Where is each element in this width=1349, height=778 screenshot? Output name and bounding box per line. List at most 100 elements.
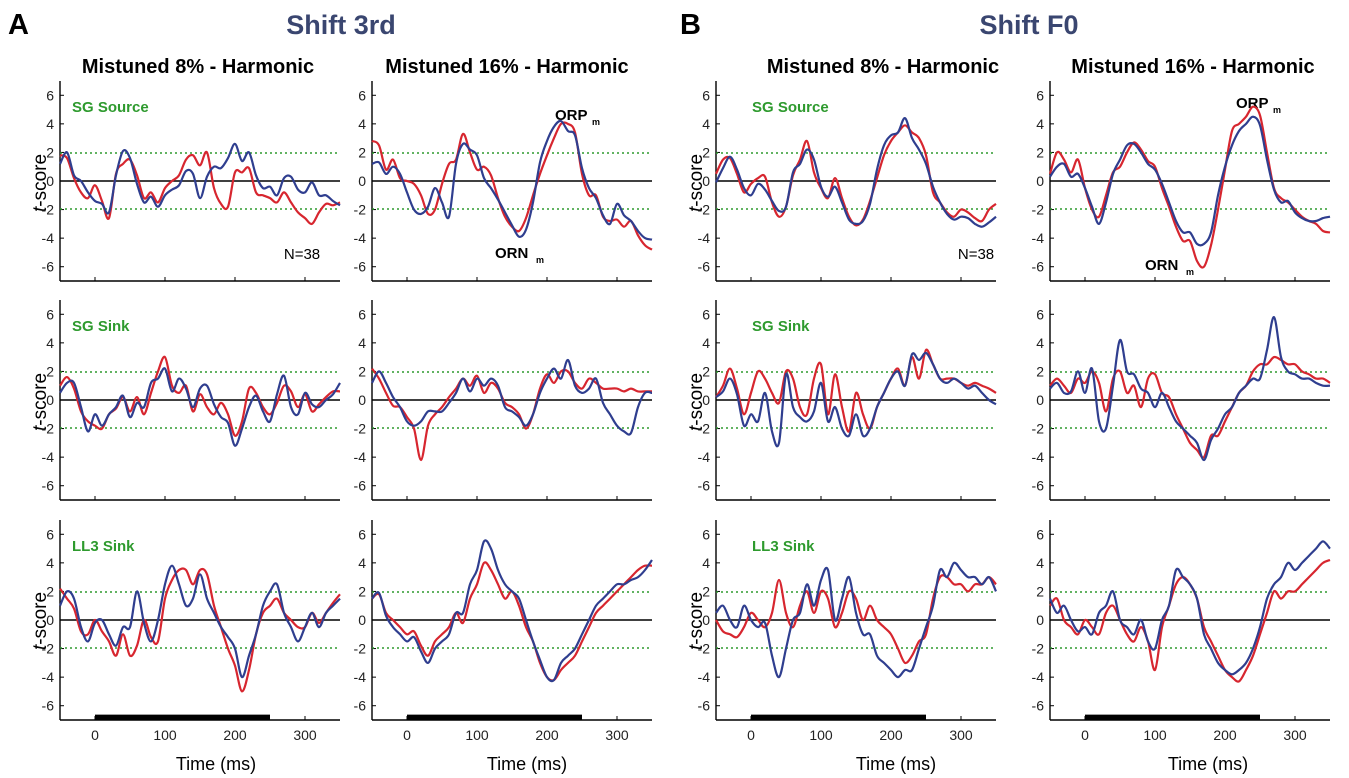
column-title-2: Mistuned 16% - Harmonic [385, 56, 628, 78]
orn-subscript-b: m [1186, 267, 1194, 277]
series-line-red [715, 574, 997, 665]
y-tick-label: -6 [1032, 478, 1045, 494]
y-tick-label: -6 [698, 259, 711, 275]
series-line-blue [59, 142, 341, 215]
y-tick-label: -4 [354, 449, 367, 465]
y-tick-label: 0 [358, 612, 366, 628]
y-tick-label: 0 [1036, 173, 1044, 189]
y-tick-label: -6 [42, 698, 55, 714]
x-tick-label: 200 [223, 727, 247, 743]
annotation-orp-b: ORP m [1236, 95, 1281, 115]
y-tick-label: -2 [698, 641, 711, 657]
y-tick-label: -6 [42, 478, 55, 494]
y-axis-label-row-1-a: t-score [30, 154, 51, 212]
x-tick-label: 200 [879, 727, 903, 743]
panel-1-2: 6 4 2 0 -2 -4 -6 [354, 81, 653, 282]
y-axis-label-row-3-b: t-score [686, 592, 707, 650]
y-tick-label: 4 [358, 116, 366, 132]
y-tick-label: -4 [1032, 669, 1045, 685]
series-line-blue [1048, 540, 1331, 676]
y-tick-label: 0 [702, 392, 710, 408]
y-tick-label: 2 [1036, 144, 1044, 160]
y-tick-label: 4 [702, 116, 710, 132]
svg-text:t-score: t-score [30, 373, 51, 431]
y-tick-label: -4 [354, 230, 367, 246]
panel-1-3: 6 4 2 0 -2 -4 -6 [698, 81, 997, 282]
y-tick-label: -6 [1032, 259, 1045, 275]
svg-text:t-score: t-score [30, 154, 51, 212]
svg-text:t-score: t-score [686, 592, 707, 650]
x-tick-label: 300 [1283, 727, 1307, 743]
y-tick-label: 2 [46, 583, 54, 599]
series-line-red [715, 124, 997, 227]
x-tick-label: 100 [1143, 727, 1167, 743]
y-tick-label: 2 [46, 363, 54, 379]
group-title-shift-3rd: Shift 3rd [286, 10, 396, 40]
y-tick-label: 4 [1036, 116, 1044, 132]
x-tick-label: 0 [91, 727, 99, 743]
series-line-red [715, 348, 997, 433]
y-axis-label-t: t [686, 644, 707, 650]
svg-text:t-score: t-score [686, 154, 707, 212]
y-tick-label: 2 [46, 144, 54, 160]
orp-label-b: ORP [1236, 95, 1269, 112]
annotation-orn-b: ORN m [1145, 257, 1194, 277]
y-tick-label: 6 [46, 87, 54, 103]
row-label-ll3-sink-a: LL3 Sink [72, 538, 135, 555]
series-line-blue [1049, 115, 1331, 247]
panel-1-1: 6 4 2 0 -2 -4 -6 [42, 81, 341, 282]
x-tick-label: 0 [747, 727, 755, 743]
y-tick-label: 4 [46, 335, 54, 351]
series-line-red [59, 150, 341, 226]
x-tick-label: 200 [535, 727, 559, 743]
y-axis-label-row-2-a: t-score [30, 373, 51, 431]
y-axis-label-rest: -score [30, 154, 51, 207]
y-tick-label: 2 [1036, 583, 1044, 599]
y-axis-label-t: t [30, 425, 51, 431]
y-tick-label: 4 [702, 555, 710, 571]
y-tick-label: -4 [1032, 230, 1045, 246]
panel-letter-b: B [680, 9, 701, 41]
series-line-red [1049, 558, 1331, 683]
column-title-1: Mistuned 8% - Harmonic [82, 56, 314, 78]
series-line-blue [59, 367, 341, 447]
series-line-blue [1049, 315, 1331, 462]
y-tick-label: 2 [702, 583, 710, 599]
y-tick-label: -2 [698, 421, 711, 437]
column-title-4: Mistuned 16% - Harmonic [1071, 56, 1314, 78]
series-line-red [371, 367, 652, 462]
panel-3-3: 6 4 2 0 -2 -4 -6 0 100 200 300 [698, 520, 998, 743]
y-tick-label: -2 [354, 421, 367, 437]
plot-grid: 6 4 2 0 -2 -4 -6 6 4 2 0 -2 -4 -6 6 4 2 0 -2 -4 -6 6 4 2 0 -2 -4 -6… [42, 81, 1331, 743]
x-tick-label: 100 [465, 727, 489, 743]
y-tick-label: -4 [698, 669, 711, 685]
row-label-sg-source-a: SG Source [72, 99, 149, 116]
y-tick-label: -2 [1032, 641, 1045, 657]
y-tick-label: 6 [358, 306, 366, 322]
y-tick-label: 2 [702, 144, 710, 160]
y-axis-label-row-1-b: t-score [686, 154, 707, 212]
svg-text:t-score: t-score [30, 592, 51, 650]
y-tick-label: -6 [698, 698, 711, 714]
series-line-red [59, 355, 341, 437]
orp-label-a: ORP [555, 107, 588, 124]
y-tick-label: 6 [1036, 87, 1044, 103]
y-tick-label: -2 [42, 641, 55, 657]
y-tick-label: -2 [354, 202, 367, 218]
y-tick-label: -2 [42, 421, 55, 437]
y-tick-label: 4 [1036, 335, 1044, 351]
y-axis-label-row-2-b: t-score [686, 373, 707, 431]
orp-subscript-b: m [1273, 105, 1281, 115]
panel-2-2: 6 4 2 0 -2 -4 -6 [354, 300, 653, 501]
row-label-ll3-sink-b: LL3 Sink [752, 538, 815, 555]
y-tick-label: 4 [1036, 555, 1044, 571]
y-axis-label-rest: -score [30, 373, 51, 426]
series-line-blue [371, 119, 653, 241]
y-axis-label-t: t [30, 206, 51, 212]
panel-3-1: 6 4 2 0 -2 -4 -6 0 100 200 300 [42, 520, 341, 743]
y-tick-label: 6 [358, 526, 366, 542]
y-tick-label: -2 [42, 202, 55, 218]
y-tick-label: -6 [354, 698, 367, 714]
y-axis-label-t: t [686, 425, 707, 431]
orn-label-a: ORN [495, 245, 528, 262]
